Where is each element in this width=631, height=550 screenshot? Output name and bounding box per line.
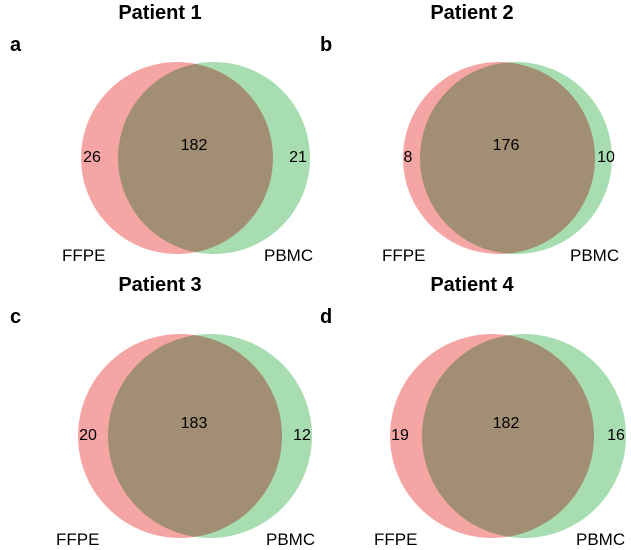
- panel-title: Patient 1: [118, 2, 201, 25]
- venn-right-only-value: 21: [289, 149, 307, 167]
- venn-intersection-value: 176: [493, 137, 520, 155]
- venn-circle-pbmc: [420, 62, 612, 254]
- venn-diagram: 20 183 12 FFPE PBMC: [32, 302, 292, 516]
- venn-left-only-value: 20: [79, 427, 97, 445]
- venn-intersection-value: 182: [493, 415, 520, 433]
- venn-intersection-value: 183: [181, 415, 208, 433]
- panel-letter: d: [320, 306, 332, 329]
- venn-diagram: 19 182 16 FFPE PBMC: [344, 302, 604, 516]
- panel-title: Patient 4: [430, 274, 513, 297]
- venn-right-label: PBMC: [576, 530, 625, 550]
- venn-right-only-value: 10: [597, 149, 615, 167]
- venn-circle-pbmc: [422, 334, 626, 538]
- venn-intersection-value: 182: [181, 137, 208, 155]
- panel-letter: c: [10, 306, 21, 329]
- venn-diagram: 26 182 21 FFPE PBMC: [32, 30, 292, 230]
- venn-right-only-value: 12: [293, 427, 311, 445]
- venn-diagram: 8 176 10 FFPE PBMC: [344, 30, 604, 230]
- venn-left-only-value: 19: [391, 427, 409, 445]
- panel-title: Patient 2: [430, 2, 513, 25]
- venn-right-label: PBMC: [264, 246, 313, 266]
- venn-circle-pbmc: [108, 334, 312, 538]
- venn-circle-pbmc: [118, 62, 310, 254]
- venn-right-label: PBMC: [266, 530, 315, 550]
- venn-left-label: FFPE: [62, 246, 105, 266]
- venn-left-label: FFPE: [56, 530, 99, 550]
- venn-figure: a Patient 1 26 182 21 FFPE PBMC b Patien…: [0, 0, 631, 541]
- venn-right-label: PBMC: [570, 246, 619, 266]
- panel-letter: a: [10, 34, 21, 57]
- venn-left-only-value: 26: [83, 149, 101, 167]
- venn-right-only-value: 16: [607, 427, 625, 445]
- venn-left-label: FFPE: [382, 246, 425, 266]
- panel-title: Patient 3: [118, 274, 201, 297]
- venn-left-label: FFPE: [374, 530, 417, 550]
- panel-letter: b: [320, 34, 332, 57]
- venn-left-only-value: 8: [404, 149, 413, 167]
